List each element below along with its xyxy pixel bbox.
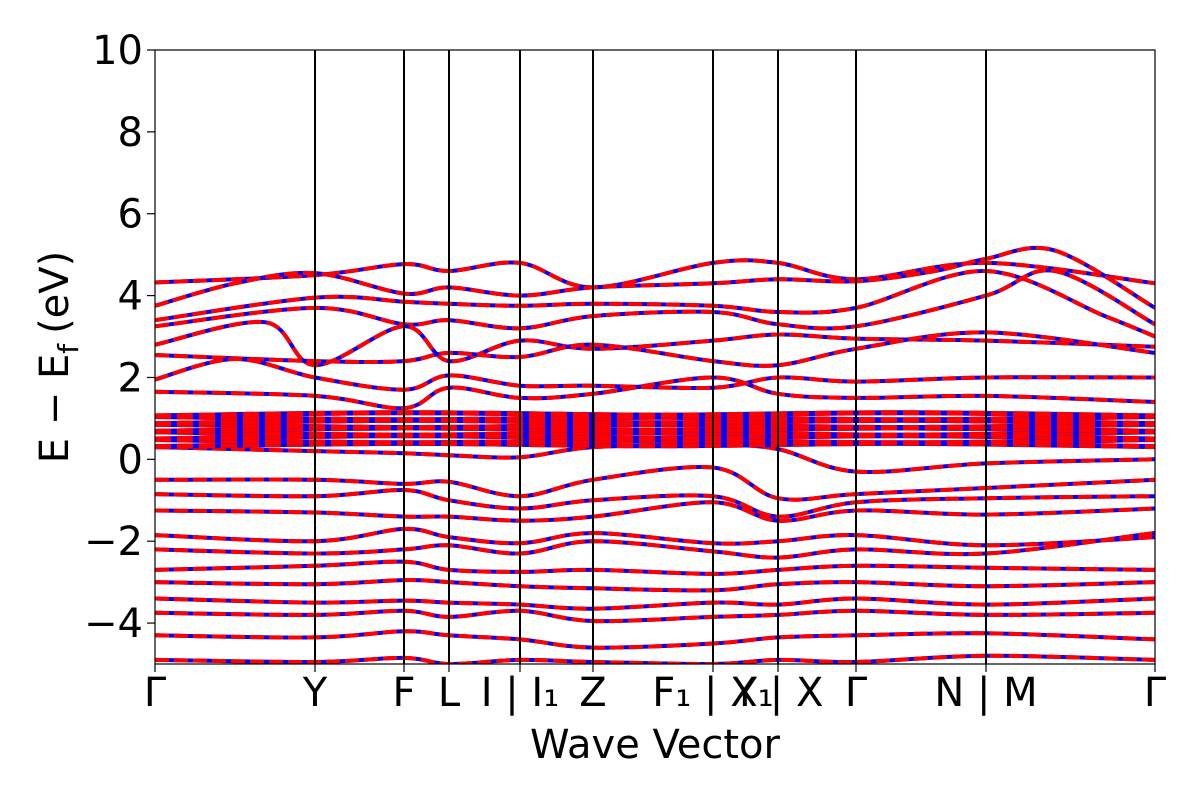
y-tick-label: 0 <box>118 437 143 483</box>
k-point-divider-lines <box>314 50 987 664</box>
band-spin-up-16 <box>155 596 1155 611</box>
flat-band-spin-up-8 <box>155 410 1155 419</box>
y-tick-label: 8 <box>118 110 143 156</box>
y-axis-ticks: −4 −2 0 2 4 6 8 10 <box>84 28 155 647</box>
band-spin-up-9 <box>155 464 1155 502</box>
band-spin-up-7 <box>155 375 1155 411</box>
y-tick-label: 4 <box>118 274 143 320</box>
band-spin-up-2 <box>155 268 1155 339</box>
x-tick-label-5: Z <box>579 670 606 716</box>
flat-band-spin-up-5 <box>155 421 1155 431</box>
x-tick-label-8: Γ <box>845 670 868 716</box>
x-tick-label-3: L <box>438 670 461 716</box>
band-spin-up-17 <box>155 608 1155 624</box>
x-tick-label-0: Γ <box>144 670 167 716</box>
y-tick-label: 6 <box>118 192 143 238</box>
x-tick-label-2: F <box>392 670 415 716</box>
y-axis-title-unit: (eV) <box>32 251 78 334</box>
band-spin-up-3 <box>155 268 1155 331</box>
band-spin-up-6 <box>155 356 1155 392</box>
x-tick-label-7: Y | X <box>732 670 824 716</box>
x-tick-label-6: F₁ | X₁ <box>652 670 773 716</box>
band-spin-up-5 <box>155 330 1155 368</box>
x-tick-label-10: Γ <box>1144 670 1167 716</box>
bands-layer <box>155 245 1155 664</box>
y-tick-label: −4 <box>84 601 143 647</box>
x-tick-label-1: Y <box>302 670 328 716</box>
y-axis-title-subscript: f <box>52 343 85 354</box>
y-tick-label: −2 <box>84 519 143 565</box>
band-spin-up-13 <box>155 531 1155 560</box>
band-spin-up-19 <box>155 653 1155 664</box>
band-spin-up-12 <box>155 526 1155 548</box>
band-spin-up-18 <box>155 629 1155 650</box>
band-spin-up-11 <box>155 500 1155 523</box>
x-tick-label-4: I | I₁ <box>481 670 560 716</box>
y-tick-label: 2 <box>118 355 143 401</box>
x-tick-label-9: N | M <box>934 670 1037 716</box>
flat-band-spin-up-1 <box>155 437 1155 446</box>
flat-band-spin-up-7 <box>155 414 1155 423</box>
band-spin-up-10 <box>155 487 1155 519</box>
y-axis-title-main: E − E <box>32 354 78 464</box>
band-spin-up-15 <box>155 578 1155 593</box>
flat-band-spin-up-3 <box>155 429 1155 438</box>
y-tick-label: 10 <box>92 28 143 74</box>
band-spin-down-4 <box>155 319 1155 368</box>
band-spin-down-7 <box>155 375 1155 411</box>
x-axis-title: Wave Vector <box>530 722 781 768</box>
y-axis-title: E − Ef (eV) <box>32 251 85 464</box>
band-spin-down-8 <box>155 442 1155 474</box>
plot-frame <box>154 49 1156 665</box>
band-spin-down-5 <box>155 330 1155 368</box>
band-spin-up-14 <box>155 559 1155 576</box>
band-spin-down-11 <box>155 500 1155 523</box>
